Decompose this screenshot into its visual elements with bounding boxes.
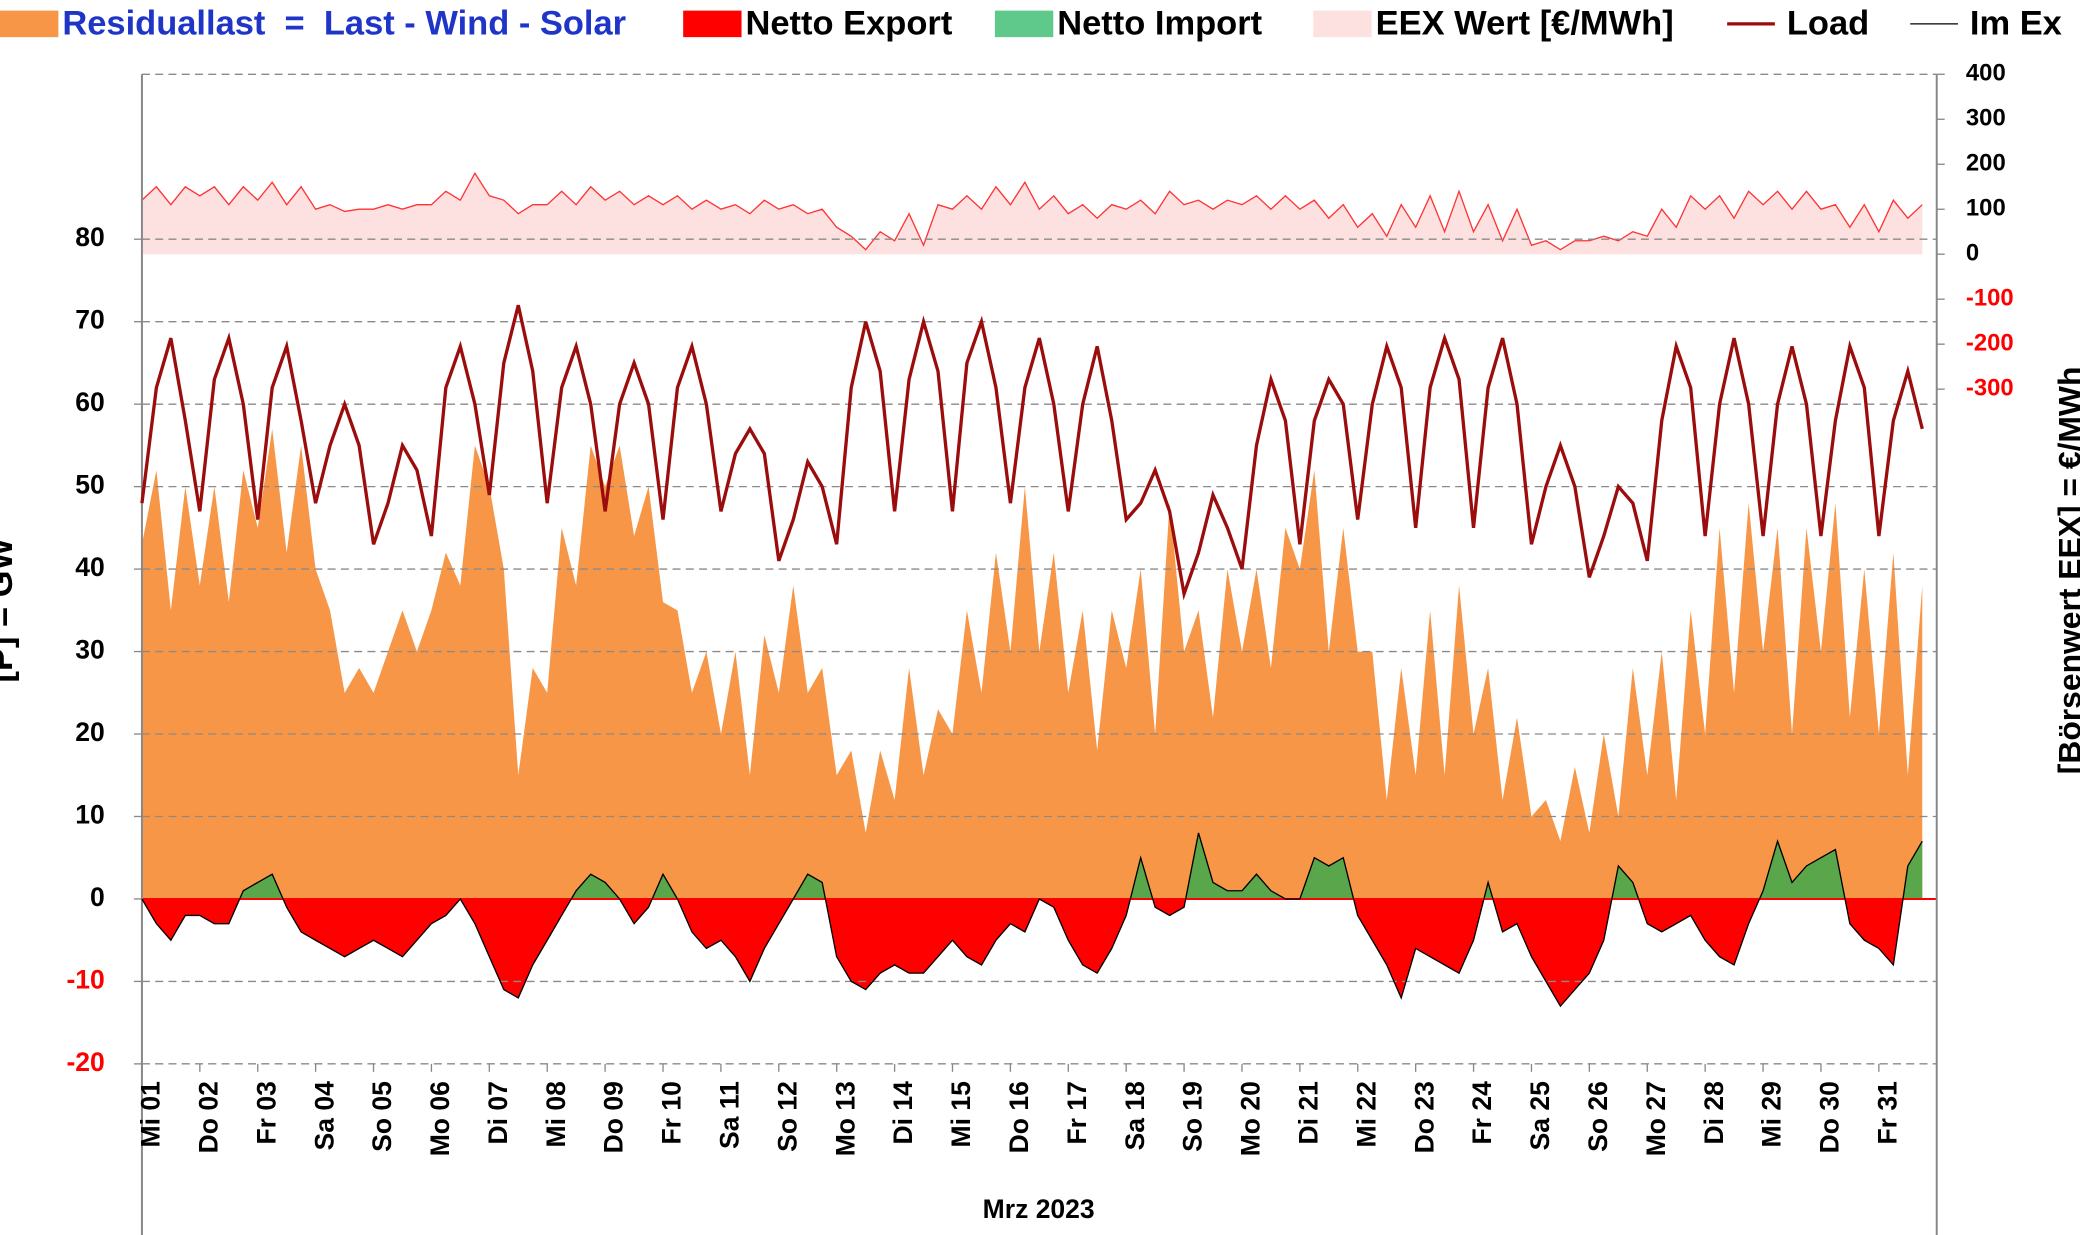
import-area [239, 832, 1923, 899]
legend-swatch [0, 10, 59, 38]
x-tick-label: Di 14 [888, 1081, 918, 1145]
x-tick-label: Di 28 [1699, 1081, 1729, 1144]
y2-tick-label: 100 [1966, 195, 2006, 222]
y-tick-label: 10 [75, 799, 105, 829]
y-tick-label: 50 [75, 470, 105, 500]
legend-label: Netto Export [746, 4, 953, 42]
legend-swatch [1313, 10, 1372, 38]
x-tick-label: Mo 06 [425, 1081, 455, 1156]
x-tick-label: Do 23 [1409, 1081, 1439, 1153]
x-tick-label: Do 16 [1004, 1081, 1034, 1153]
legend-label: EEX Wert [€/MWh] [1376, 4, 1674, 42]
area [141, 173, 1923, 255]
y2-axis-label: [Börsenwert EEX] = €/MWh [2051, 367, 2080, 775]
y2-tick-label: 0 [1966, 240, 1979, 267]
legend-label: Im Ex [1970, 4, 2062, 42]
x-tick-label: So 05 [367, 1081, 397, 1152]
x-tick-label: Do 30 [1815, 1081, 1845, 1153]
x-tick-label: Mi 22 [1351, 1081, 1381, 1147]
y2-tick-label: -200 [1966, 329, 2014, 356]
x-tick-label: Fr 17 [1062, 1081, 1092, 1144]
x-tick-label: Fr 10 [657, 1081, 687, 1144]
y-tick-label: 80 [75, 222, 105, 252]
y2-tick-label: 300 [1966, 105, 2006, 132]
y2-tick-label: -100 [1966, 285, 2014, 312]
x-tick-label: So 26 [1583, 1081, 1613, 1152]
x-tick-label: Sa 25 [1525, 1081, 1555, 1151]
x-tick-label: Sa 11 [715, 1081, 745, 1149]
x-tick-label: Mo 13 [830, 1081, 860, 1156]
x-tick-label: So 19 [1178, 1081, 1208, 1152]
x-tick-label: Mo 20 [1236, 1081, 1266, 1156]
x-tick-label: Mi 29 [1757, 1081, 1787, 1147]
y-tick-label: 0 [90, 882, 105, 912]
x-tick-label: Mi 01 [136, 1081, 166, 1148]
y-tick-label: -10 [66, 964, 104, 994]
x-tick-label: Di 07 [483, 1081, 513, 1144]
y-tick-label: 70 [75, 305, 105, 335]
y2-tick-label: -300 [1966, 374, 2014, 401]
y-tick-label: 30 [75, 635, 105, 665]
x-tick-label: Mi 15 [946, 1081, 976, 1148]
y-tick-label: -20 [66, 1047, 104, 1077]
legend-swatch [994, 10, 1054, 38]
x-tick-label: Sa 18 [1120, 1081, 1150, 1150]
y-axis-label: [P] = GW [0, 537, 20, 682]
legend-label: Residuallast = Last - Wind - Solar [62, 4, 626, 42]
area-line [141, 171, 1923, 251]
x-tick-label: Fr 03 [251, 1081, 281, 1144]
export-area [141, 898, 1923, 1007]
y-tick-label: 60 [75, 387, 105, 417]
x-tick-label: So 12 [772, 1081, 802, 1152]
legend-swatch [683, 10, 742, 38]
x-tick-label: Fr 24 [1467, 1081, 1497, 1145]
legend-label: Load [1787, 4, 1869, 42]
y2-tick-label: 400 [1966, 60, 2006, 87]
y-tick-label: 20 [75, 717, 105, 747]
area [141, 428, 1923, 899]
x-axis-label: Mrz 2023 [983, 1194, 1095, 1224]
line [141, 832, 1923, 1008]
x-tick-label: Fr 31 [1872, 1081, 1902, 1145]
line [140, 304, 1924, 601]
x-tick-label: Sa 04 [309, 1081, 339, 1151]
x-tick-label: Do 09 [599, 1081, 629, 1153]
x-tick-label: Do 02 [193, 1081, 223, 1153]
x-tick-label: Di 21 [1293, 1081, 1323, 1145]
y2-tick-label: 200 [1966, 150, 2006, 177]
x-tick-label: Mi 08 [541, 1081, 571, 1147]
legend-label: Netto Import [1057, 4, 1262, 42]
y-tick-label: 40 [75, 552, 105, 582]
x-tick-label: Mo 27 [1641, 1081, 1671, 1156]
